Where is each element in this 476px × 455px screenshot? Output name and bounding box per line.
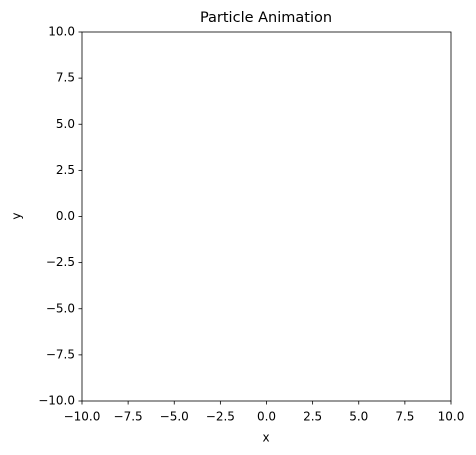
x-tick-label: 0.0 — [257, 410, 276, 424]
y-tick-label: −5.0 — [46, 301, 75, 315]
x-tick-label: 2.5 — [303, 410, 322, 424]
x-tick-label: 10.0 — [438, 410, 465, 424]
y-tick-label: 0.0 — [56, 209, 75, 223]
x-tick-label: −10.0 — [64, 410, 101, 424]
x-tick-label: −2.5 — [206, 410, 235, 424]
x-axis-label: x — [262, 431, 269, 445]
y-tick-label: 7.5 — [56, 71, 75, 85]
chart-title: Particle Animation — [200, 10, 332, 26]
y-axis-label: y — [10, 212, 24, 219]
x-tick-label: 5.0 — [349, 410, 368, 424]
x-tick-label: 7.5 — [395, 410, 414, 424]
y-tick-label: −7.5 — [46, 347, 75, 361]
y-tick-label: −2.5 — [46, 255, 75, 269]
y-tick-label: 5.0 — [56, 117, 75, 131]
y-tick-label: 2.5 — [56, 163, 75, 177]
x-tick-label: −7.5 — [114, 410, 143, 424]
x-tick-label: −5.0 — [160, 410, 189, 424]
y-tick-label: −10.0 — [38, 394, 75, 408]
y-tick-label: 10.0 — [48, 25, 75, 39]
